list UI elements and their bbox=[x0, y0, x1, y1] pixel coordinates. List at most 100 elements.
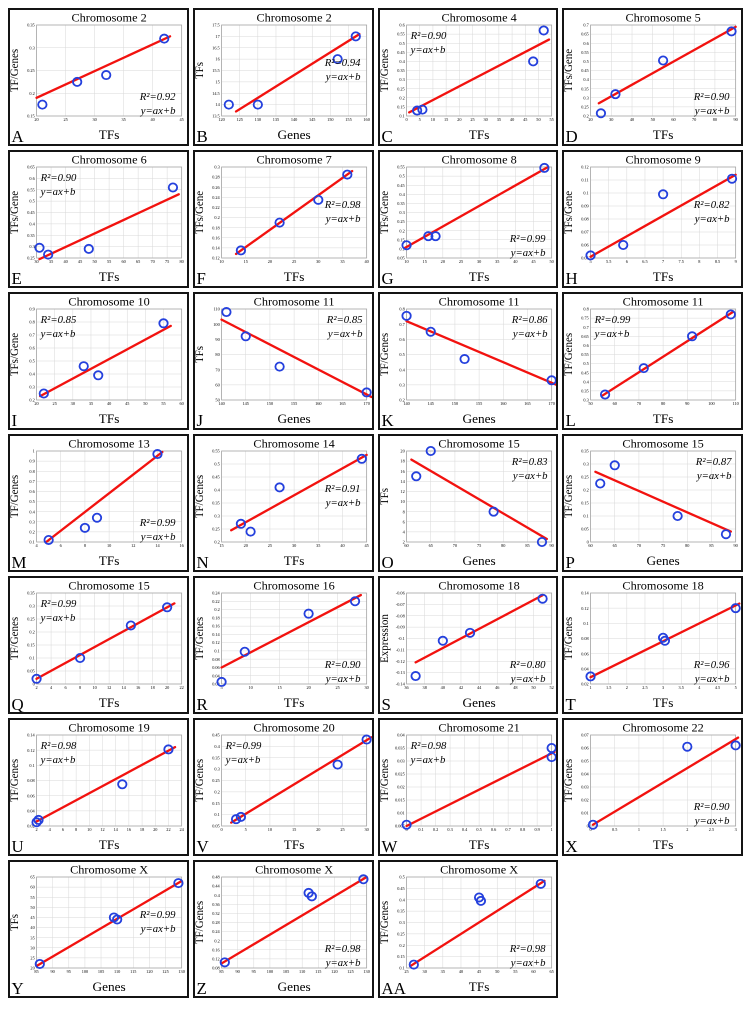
y-tick-label: 35 bbox=[30, 935, 34, 940]
x-tick-label: 85 bbox=[34, 969, 38, 974]
y-axis-label: TFs/Gene bbox=[195, 191, 206, 234]
trend-line bbox=[407, 38, 550, 114]
x-tick-label: 8 bbox=[79, 685, 81, 690]
x-tick-label: 60 bbox=[531, 969, 535, 974]
data-point bbox=[538, 162, 549, 173]
panel-letter: AA bbox=[381, 979, 405, 996]
x-tick-label: 0.1 bbox=[418, 827, 423, 832]
y-tick-label: 0.25 bbox=[27, 68, 35, 73]
panel-letter: T bbox=[566, 695, 576, 712]
data-point bbox=[274, 482, 285, 493]
x-tick-label: 40 bbox=[63, 259, 67, 264]
y-tick-label: 0.6 bbox=[584, 41, 589, 46]
x-tick-label: 8 bbox=[84, 543, 86, 548]
x-tick-label: 22 bbox=[166, 827, 170, 832]
plot-frame bbox=[405, 308, 552, 401]
data-point bbox=[618, 240, 629, 251]
y-tick-label: 0.25 bbox=[212, 527, 220, 532]
x-tick-label: 90 bbox=[734, 543, 738, 548]
x-tick-label: 40 bbox=[513, 259, 517, 264]
x-tick-label: 85 bbox=[219, 969, 223, 974]
x-tick-label: 0.7 bbox=[505, 827, 510, 832]
x-axis-label: TFs bbox=[653, 127, 674, 142]
data-point bbox=[687, 331, 698, 342]
x-tick-label: 6 bbox=[65, 685, 67, 690]
x-tick-label: 20 bbox=[34, 117, 38, 122]
y-tick-label: 0.5 bbox=[399, 41, 404, 46]
equation-label: y=ax+b bbox=[509, 674, 545, 685]
x-tick-label: 55 bbox=[549, 117, 553, 122]
scatter-plot: 60 65 70 75 80 85 90 2 4 6 8 10 12 14 16 18 20 Chromosome… bbox=[380, 437, 554, 570]
y-tick-label: 0.2 bbox=[399, 943, 404, 948]
data-point bbox=[730, 740, 741, 751]
data-point bbox=[33, 814, 44, 825]
data-point bbox=[223, 99, 234, 110]
panel-title: Chromosome 14 bbox=[253, 437, 334, 451]
x-tick-label: 50 bbox=[589, 401, 593, 406]
equation-label: y=ax+b bbox=[694, 674, 730, 685]
panel-title: Chromosome 5 bbox=[626, 11, 701, 25]
x-tick-label: 10 bbox=[430, 117, 434, 122]
y-axis-label: TF/Genes bbox=[10, 49, 21, 92]
x-tick-label: 4 bbox=[49, 827, 52, 832]
data-point bbox=[349, 596, 360, 607]
x-tick-label: 70 bbox=[637, 401, 641, 406]
plot-frame bbox=[590, 592, 737, 685]
x-tick-label: 10 bbox=[219, 259, 223, 264]
equation-label: y=ax+b bbox=[325, 674, 361, 685]
y-tick-label: 4 bbox=[402, 530, 405, 535]
y-tick-label: 0.45 bbox=[212, 475, 220, 480]
x-tick-label: 95 bbox=[251, 969, 255, 974]
x-tick-label: 130 bbox=[363, 969, 369, 974]
y-tick-label: 0.5 bbox=[214, 462, 219, 467]
y-tick-label: 0.65 bbox=[27, 165, 35, 170]
x-tick-label: 110 bbox=[114, 969, 120, 974]
plot-frame bbox=[405, 24, 552, 117]
y-tick-label: 0.05 bbox=[212, 824, 220, 829]
data-point bbox=[173, 878, 184, 889]
data-point bbox=[721, 529, 732, 540]
y-tick-label: 0.24 bbox=[212, 591, 220, 596]
x-tick-label: 90 bbox=[549, 543, 553, 548]
x-tick-label: 2 bbox=[35, 685, 37, 690]
y-tick-label: 0.3 bbox=[29, 519, 34, 524]
panel-letter: D bbox=[566, 127, 578, 144]
x-tick-label: 140 bbox=[403, 401, 409, 406]
y-tick-label: 0.1 bbox=[584, 514, 589, 519]
y-tick-label: 0.1 bbox=[399, 966, 404, 971]
y-tick-label: 0.12 bbox=[212, 957, 220, 962]
r2-label: R²=0.90 bbox=[40, 173, 77, 184]
x-tick-label: 50 bbox=[495, 969, 499, 974]
scatter-plot: 120 125 130 135 140 145 150 155 160 13.5 14 14.5 15 1… bbox=[195, 11, 370, 144]
trend-line bbox=[404, 750, 556, 828]
y-tick-label: 0.015 bbox=[395, 798, 405, 803]
y-tick-label: 0.55 bbox=[581, 50, 589, 55]
x-tick-label: 0.9 bbox=[534, 827, 539, 832]
x-tick-label: 80 bbox=[685, 543, 689, 548]
panel-letter: S bbox=[381, 695, 390, 712]
x-tick-label: 10 bbox=[248, 685, 252, 690]
data-point bbox=[672, 511, 683, 522]
r2-label: R²=0.90 bbox=[323, 660, 360, 671]
x-tick-label: 46 bbox=[495, 685, 499, 690]
x-tick-label: 120 bbox=[218, 117, 224, 122]
panel-S: 36 38 40 42 44 46 48 50 52 -0.14 -0.13 -0.12 -0.11 -0… bbox=[377, 576, 559, 714]
r2-label: R²=0.80 bbox=[508, 660, 545, 671]
x-tick-label: 35 bbox=[316, 543, 320, 548]
trend-line bbox=[409, 458, 548, 541]
scatter-plot: 0 0.1 0.2 0.3 0.4 0.5 0.6 0.7 0.8 0.9 1 0.005 0.01 0.… bbox=[380, 721, 557, 854]
y-tick-label: 0.5 bbox=[399, 352, 404, 357]
data-point bbox=[610, 89, 621, 100]
y-tick-label: 0.3 bbox=[584, 462, 589, 467]
equation-label: y=ax+b bbox=[511, 329, 547, 340]
data-point bbox=[546, 742, 557, 753]
y-tick-label: 0.005 bbox=[395, 824, 405, 829]
x-axis-label: TFs bbox=[653, 411, 674, 426]
trend-line bbox=[234, 32, 361, 113]
data-point bbox=[588, 819, 599, 830]
equation-label: y=ax+b bbox=[409, 755, 445, 766]
x-axis-label: TFs bbox=[99, 695, 120, 710]
y-axis-label: TFs bbox=[10, 914, 21, 931]
y-tick-label: 0.15 bbox=[212, 801, 220, 806]
panel-B: 120 125 130 135 140 145 150 155 160 13.5 14 14.5 15 1… bbox=[192, 8, 374, 146]
